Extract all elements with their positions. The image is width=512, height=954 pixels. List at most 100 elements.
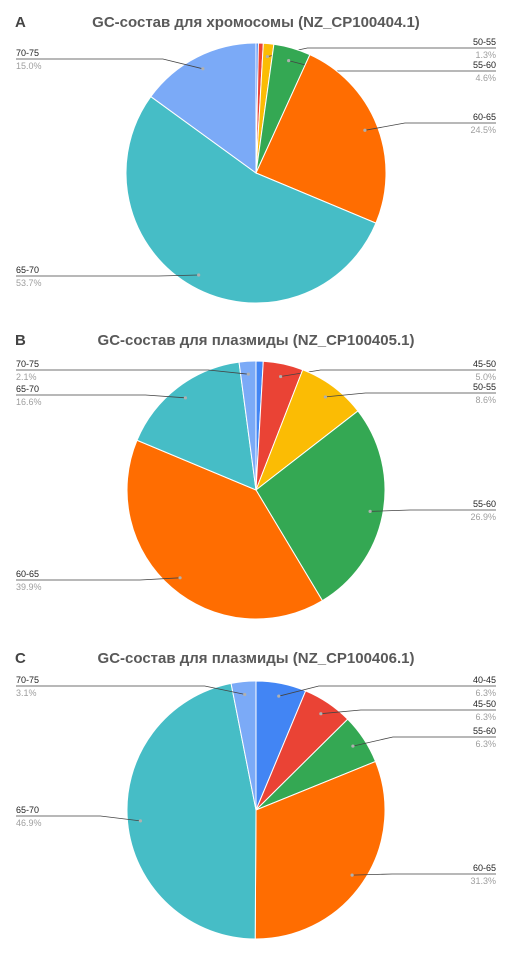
leader-line [280, 369, 496, 377]
slice-category-label: 50-55 [473, 37, 496, 47]
leader-line [352, 736, 496, 747]
chart-panel-a: A GC-состав для хромосомы (NZ_CP100404.1… [0, 0, 512, 318]
slice-label-45-50: 45-50 5.0% [279, 359, 496, 382]
leader-dot [265, 54, 269, 59]
slice-label-70-75: 70-75 15.0% [16, 48, 205, 71]
leader-line [16, 58, 203, 70]
slice-label-45-50: 45-50 6.3% [319, 699, 496, 722]
leader-dot [279, 374, 283, 379]
leader-line [16, 394, 186, 399]
leader-line [325, 392, 496, 398]
leader-dot [319, 712, 323, 716]
slice-label-65-70: 65-70 46.9% [16, 805, 143, 828]
leader-dot [323, 395, 328, 399]
slice-percent-label: 8.6% [475, 395, 496, 405]
slice-percent-label: 46.9% [16, 818, 42, 828]
slice-label-65-70: 65-70 16.6% [16, 384, 188, 407]
slice-label-55-60: 55-60 26.9% [368, 499, 496, 522]
leader-dot [138, 819, 143, 823]
chart-title: GC-состав для плазмиды (NZ_CP100406.1) [97, 650, 415, 667]
slice-label-70-75: 70-75 2.1% [16, 359, 250, 382]
leader-line [352, 873, 496, 876]
slice-label-60-65: 60-65 24.5% [363, 112, 496, 135]
slice-percent-label: 53.7% [16, 278, 42, 288]
slice-percent-label: 3.1% [16, 688, 37, 698]
slice-percent-label: 26.9% [470, 512, 496, 522]
pie-slice-65-70 [126, 682, 257, 940]
leader-dot [351, 744, 355, 748]
slice-percent-label: 5.0% [475, 372, 496, 382]
slice-category-label: 60-65 [473, 112, 496, 122]
panel-label: C [15, 650, 26, 667]
panel-label: A [15, 14, 26, 31]
pie-slice-60-65 [254, 760, 386, 940]
leader-dot [277, 694, 281, 698]
slice-percent-label: 1.3% [475, 50, 496, 60]
slice-category-label: 40-45 [473, 675, 496, 685]
leader-dot [183, 396, 188, 400]
slice-percent-label: 16.6% [16, 397, 42, 407]
chart-title: GC-состав для плазмиды (NZ_CP100405.1) [97, 332, 415, 349]
pie-slice-60-65 [255, 54, 387, 224]
slice-percent-label: 24.5% [470, 125, 496, 135]
pie-slice-55-60 [255, 410, 386, 602]
leader-dot [246, 372, 250, 376]
leader-dot [363, 128, 367, 132]
slice-category-label: 60-65 [473, 863, 496, 873]
slice-category-label: 70-75 [16, 675, 39, 685]
pie-chart: 50-55 1.3%55-60 4.6% 60-65 24.5% 65-70 53.7% 70… [16, 37, 496, 304]
slice-percent-label: 39.9% [16, 582, 42, 592]
pie-slice-70-75 [238, 360, 257, 491]
panel-label: B [15, 332, 26, 349]
leader-line [16, 274, 199, 277]
slice-category-label: 65-70 [16, 384, 39, 394]
slice-category-label: 45-50 [473, 359, 496, 369]
leader-dot [350, 873, 354, 877]
pie-slice-65-70 [136, 361, 257, 491]
slice-category-label: 70-75 [16, 48, 39, 58]
leader-line [16, 369, 249, 375]
slice-category-label: 50-55 [473, 382, 496, 392]
leader-line [16, 815, 141, 822]
slice-category-label: 55-60 [473, 60, 496, 70]
leader-dot [197, 273, 201, 277]
leader-line [16, 685, 245, 695]
slice-percent-label: 4.6% [475, 73, 496, 83]
slice-category-label: 45-50 [473, 699, 496, 709]
slice-label-55-60: 55-60 6.3% [351, 726, 496, 749]
slice-category-label: 65-70 [16, 265, 39, 275]
slice-label-70-75: 70-75 3.1% [16, 675, 247, 698]
pie-slice-60-65 [126, 439, 324, 620]
chart-panel-b: B GC-состав для плазмиды (NZ_CP100405.1)… [0, 318, 512, 636]
leader-line [320, 709, 496, 715]
slice-label-50-55: 50-55 8.6% [323, 382, 496, 405]
slice-percent-label: 2.1% [16, 372, 37, 382]
chart-title: GC-состав для хромосомы (NZ_CP100404.1) [92, 14, 420, 31]
leader-dot [287, 59, 291, 63]
slice-percent-label: 6.3% [475, 688, 496, 698]
pie-slice-70-75 [150, 42, 257, 174]
leader-line [370, 509, 496, 512]
slice-percent-label: 6.3% [475, 712, 496, 722]
slice-label-65-70: 65-70 53.7% [16, 265, 201, 288]
slice-percent-label: 15.0% [16, 61, 42, 71]
slice-percent-label: 6.3% [475, 739, 496, 749]
slice-label-60-65: 60-65 39.9% [16, 569, 182, 592]
leader-dot [201, 67, 205, 71]
slice-label-60-65: 60-65 31.3% [350, 863, 496, 886]
pie-slice-70-75 [230, 680, 257, 811]
leader-line [278, 685, 496, 697]
leader-dot [243, 692, 247, 697]
pie-chart: 40-456.3%45-506.3%55-606.3%60-6531.3%65-… [16, 675, 496, 940]
slice-category-label: 55-60 [473, 499, 496, 509]
slice-category-label: 55-60 [473, 726, 496, 736]
slice-category-label: 70-75 [16, 359, 39, 369]
pie-chart: 45-50 5.0%50-55 8.6% 55-60 26.9% 60-65 39.9% 65… [16, 359, 496, 620]
leader-line [364, 122, 496, 131]
chart-panel-c: C GC-состав для плазмиды (NZ_CP100406.1)… [0, 636, 512, 954]
slice-label-40-45: 40-45 6.3% [277, 675, 496, 698]
leader-dot [178, 576, 182, 580]
slice-category-label: 65-70 [16, 805, 39, 815]
leader-dot [368, 509, 372, 513]
pie-slice-65-70 [125, 95, 377, 304]
